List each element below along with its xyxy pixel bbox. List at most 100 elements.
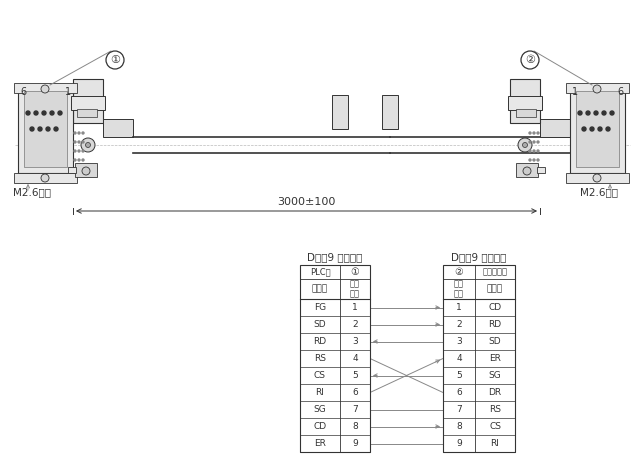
Text: SG: SG bbox=[489, 371, 502, 380]
Text: ピン
番号: ピン 番号 bbox=[454, 279, 464, 299]
Text: 4: 4 bbox=[352, 354, 358, 363]
Text: 9: 9 bbox=[352, 439, 358, 448]
Circle shape bbox=[74, 159, 76, 161]
Circle shape bbox=[106, 51, 124, 69]
Circle shape bbox=[593, 174, 601, 182]
Bar bbox=[443, 265, 515, 452]
Text: 6: 6 bbox=[20, 87, 26, 97]
Circle shape bbox=[34, 111, 38, 115]
Circle shape bbox=[82, 159, 84, 161]
Text: RS: RS bbox=[489, 405, 501, 414]
Circle shape bbox=[578, 111, 582, 115]
Text: 信号名: 信号名 bbox=[487, 284, 503, 294]
Text: 5: 5 bbox=[352, 371, 358, 380]
Text: SG: SG bbox=[314, 405, 327, 414]
Text: Dサブ9 ピンオス: Dサブ9 ピンオス bbox=[307, 252, 363, 262]
Text: RI: RI bbox=[491, 439, 500, 448]
Circle shape bbox=[593, 85, 601, 93]
Circle shape bbox=[533, 150, 535, 152]
Circle shape bbox=[78, 150, 80, 152]
Text: 6: 6 bbox=[456, 388, 462, 397]
Bar bbox=[516, 109, 536, 117]
Circle shape bbox=[74, 132, 76, 134]
Text: 1: 1 bbox=[456, 303, 462, 312]
Bar bbox=[570, 85, 625, 173]
Text: ER: ER bbox=[314, 439, 326, 448]
Text: 9: 9 bbox=[456, 439, 462, 448]
Circle shape bbox=[590, 127, 594, 131]
Text: ①: ① bbox=[110, 55, 120, 65]
Circle shape bbox=[41, 174, 49, 182]
Circle shape bbox=[82, 150, 84, 152]
Text: CS: CS bbox=[489, 422, 501, 431]
Text: 5: 5 bbox=[456, 371, 462, 380]
Circle shape bbox=[533, 132, 535, 134]
Text: 1: 1 bbox=[65, 87, 71, 97]
Circle shape bbox=[582, 127, 586, 131]
Text: 7: 7 bbox=[352, 405, 358, 414]
Text: RD: RD bbox=[313, 337, 327, 346]
Text: ②: ② bbox=[455, 267, 464, 277]
Circle shape bbox=[610, 111, 614, 115]
Text: ER: ER bbox=[489, 354, 501, 363]
Circle shape bbox=[537, 132, 539, 134]
Circle shape bbox=[78, 141, 80, 143]
Bar bbox=[73, 79, 103, 123]
Bar bbox=[508, 96, 542, 110]
Text: 3: 3 bbox=[456, 337, 462, 346]
Circle shape bbox=[74, 150, 76, 152]
Circle shape bbox=[30, 127, 34, 131]
Circle shape bbox=[594, 111, 598, 115]
Circle shape bbox=[529, 150, 531, 152]
Text: 2: 2 bbox=[352, 320, 358, 329]
Text: 4: 4 bbox=[456, 354, 462, 363]
Circle shape bbox=[82, 167, 90, 175]
Circle shape bbox=[529, 141, 531, 143]
Text: PLC側: PLC側 bbox=[310, 268, 331, 276]
Text: 8: 8 bbox=[456, 422, 462, 431]
Circle shape bbox=[41, 85, 49, 93]
Circle shape bbox=[26, 111, 30, 115]
Text: 8: 8 bbox=[352, 422, 358, 431]
Circle shape bbox=[81, 138, 95, 152]
Circle shape bbox=[529, 132, 531, 134]
Bar bbox=[24, 91, 67, 167]
Text: 3000±100: 3000±100 bbox=[277, 197, 336, 207]
Text: FG: FG bbox=[314, 303, 326, 312]
Circle shape bbox=[602, 111, 606, 115]
Bar bbox=[516, 163, 538, 177]
Circle shape bbox=[586, 111, 590, 115]
Text: ①: ① bbox=[350, 267, 359, 277]
Circle shape bbox=[521, 51, 539, 69]
Bar bbox=[510, 79, 540, 123]
Circle shape bbox=[523, 167, 531, 175]
Bar bbox=[18, 85, 73, 173]
Bar bbox=[77, 109, 97, 117]
Text: CS: CS bbox=[314, 371, 326, 380]
Circle shape bbox=[606, 127, 610, 131]
Text: CD: CD bbox=[489, 303, 502, 312]
Circle shape bbox=[78, 132, 80, 134]
Text: M2.6ネジ: M2.6ネジ bbox=[13, 187, 51, 197]
Text: 信号名: 信号名 bbox=[312, 284, 328, 294]
Text: ピン
番号: ピン 番号 bbox=[350, 279, 360, 299]
Text: 7: 7 bbox=[456, 405, 462, 414]
Circle shape bbox=[78, 159, 80, 161]
Circle shape bbox=[50, 111, 54, 115]
Text: 6: 6 bbox=[617, 87, 623, 97]
Circle shape bbox=[82, 132, 84, 134]
Circle shape bbox=[537, 150, 539, 152]
Circle shape bbox=[46, 127, 50, 131]
Bar bbox=[332, 95, 348, 129]
Circle shape bbox=[598, 127, 602, 131]
Bar bbox=[566, 83, 629, 93]
Bar bbox=[300, 265, 370, 452]
Circle shape bbox=[537, 159, 539, 161]
Circle shape bbox=[82, 141, 84, 143]
Bar bbox=[576, 91, 619, 167]
Text: M2.6ネジ: M2.6ネジ bbox=[580, 187, 618, 197]
Text: 6: 6 bbox=[352, 388, 358, 397]
Text: DR: DR bbox=[489, 388, 502, 397]
Bar bbox=[540, 119, 570, 137]
Circle shape bbox=[518, 138, 532, 152]
